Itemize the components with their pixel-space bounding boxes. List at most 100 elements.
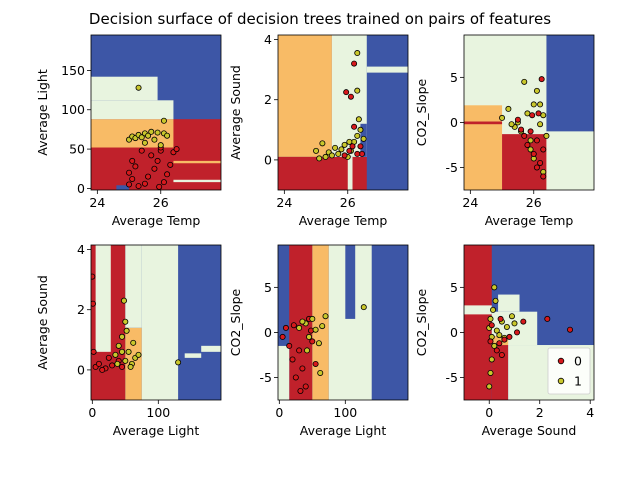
x-axis-label: Average Temp [112, 213, 201, 228]
x-tick-label: 24 [462, 195, 478, 210]
data-point-class-1 [521, 78, 528, 85]
data-point-class-1 [148, 128, 155, 135]
decision-region [464, 305, 492, 315]
decision-region [91, 100, 174, 120]
data-point-class-0 [132, 163, 139, 170]
y-tick-label: 2 [264, 92, 272, 107]
x-axis-label: Average Light [113, 423, 200, 438]
data-point-class-0 [297, 387, 304, 394]
y-tick-label: 0 [77, 362, 85, 377]
data-point-class-0 [343, 89, 350, 96]
data-point-class-1 [346, 138, 353, 145]
data-point-class-1 [332, 144, 339, 151]
data-point-class-0 [282, 324, 289, 331]
data-point-class-0 [299, 365, 306, 372]
panel-6: 0 2 4 -5 0 5 Average Sound CO2_Slope [414, 244, 595, 438]
data-point-class-0 [533, 137, 540, 144]
y-tick-label: 5 [450, 70, 458, 85]
data-point-class-1 [312, 326, 319, 333]
panel-3: 24 26 -5 0 5 Average Temp CO2_Slope [414, 34, 595, 228]
data-point-class-0 [309, 338, 316, 345]
data-point-class-1 [508, 121, 515, 128]
decision-region [125, 245, 142, 328]
y-tick-label: 4 [264, 32, 272, 47]
data-point-class-1 [309, 315, 316, 322]
data-point-class-0 [346, 147, 353, 154]
data-point-class-1 [487, 369, 494, 376]
data-point-class-0 [129, 157, 136, 164]
data-point-class-1 [145, 132, 152, 139]
y-tick-label: 2 [77, 302, 85, 317]
data-point-class-1 [354, 50, 361, 57]
x-axis-label: Average Sound [482, 423, 577, 438]
x-tick-label: 4 [586, 405, 594, 420]
decision-region [173, 160, 221, 164]
data-point-class-0 [347, 93, 354, 100]
data-point-class-1 [130, 339, 137, 346]
decision-region [278, 156, 367, 190]
data-point-class-0 [289, 356, 296, 363]
data-point-class-0 [105, 354, 112, 361]
decision-region [464, 245, 492, 400]
data-point-class-1 [322, 313, 329, 320]
decision-region [201, 345, 221, 352]
data-point-class-0 [506, 333, 513, 340]
data-point-class-1 [322, 153, 329, 160]
data-point-class-0 [135, 183, 142, 190]
y-axis-label: CO2_Slope [414, 78, 429, 146]
data-point-class-1 [533, 87, 540, 94]
plot-area [91, 35, 221, 190]
data-point-class-0 [156, 183, 163, 190]
data-point-class-0 [91, 348, 97, 355]
data-point-class-0 [530, 150, 537, 157]
data-point-class-0 [514, 116, 521, 123]
y-tick-label: 0 [450, 325, 458, 340]
decision-region [345, 245, 356, 319]
x-axis-label: Average Temp [299, 213, 388, 228]
data-point-class-1 [499, 114, 506, 121]
data-point-class-1 [488, 356, 495, 363]
data-point-class-0 [167, 161, 174, 168]
data-point-class-0 [351, 123, 358, 130]
data-point-class-1 [486, 383, 493, 390]
data-point-class-0 [533, 164, 540, 171]
plot-area [464, 35, 594, 190]
data-point-class-0 [540, 173, 547, 180]
data-point-class-0 [302, 383, 309, 390]
data-point-class-0 [496, 340, 503, 347]
data-point-class-0 [145, 173, 152, 180]
y-tick-label: 150 [61, 63, 85, 78]
data-point-class-1 [313, 147, 320, 154]
data-point-class-0 [544, 315, 551, 322]
data-point-class-1 [119, 333, 126, 340]
data-point-class-0 [119, 363, 126, 370]
decision-region [95, 245, 111, 352]
decision-region [491, 345, 509, 400]
data-point-class-0 [109, 362, 116, 369]
y-tick-label: -5 [446, 370, 458, 385]
data-point-class-0 [99, 366, 106, 373]
x-tick-label: 24 [89, 195, 105, 210]
data-point-class-0 [498, 351, 505, 358]
axes-frame [463, 244, 595, 401]
plot-area [91, 245, 221, 400]
data-point-class-1 [354, 132, 361, 139]
data-point-class-1 [487, 315, 494, 322]
y-tick-label: 5 [450, 280, 458, 295]
data-point-class-0 [151, 165, 158, 172]
x-tick-label: 0 [485, 405, 493, 420]
x-tick-label: 2 [536, 405, 544, 420]
data-point-class-1 [304, 347, 311, 354]
data-point-class-0 [527, 128, 534, 135]
decision-region [184, 353, 202, 358]
data-point-class-0 [538, 76, 545, 83]
data-point-class-1 [505, 105, 512, 112]
legend-box [547, 347, 591, 395]
data-point-class-0 [141, 180, 148, 187]
y-axis-label: Average Sound [35, 275, 50, 370]
data-point-class-1 [508, 313, 515, 320]
data-point-class-0 [91, 273, 96, 280]
data-point-class-0 [129, 175, 136, 182]
plot-area [278, 35, 408, 190]
